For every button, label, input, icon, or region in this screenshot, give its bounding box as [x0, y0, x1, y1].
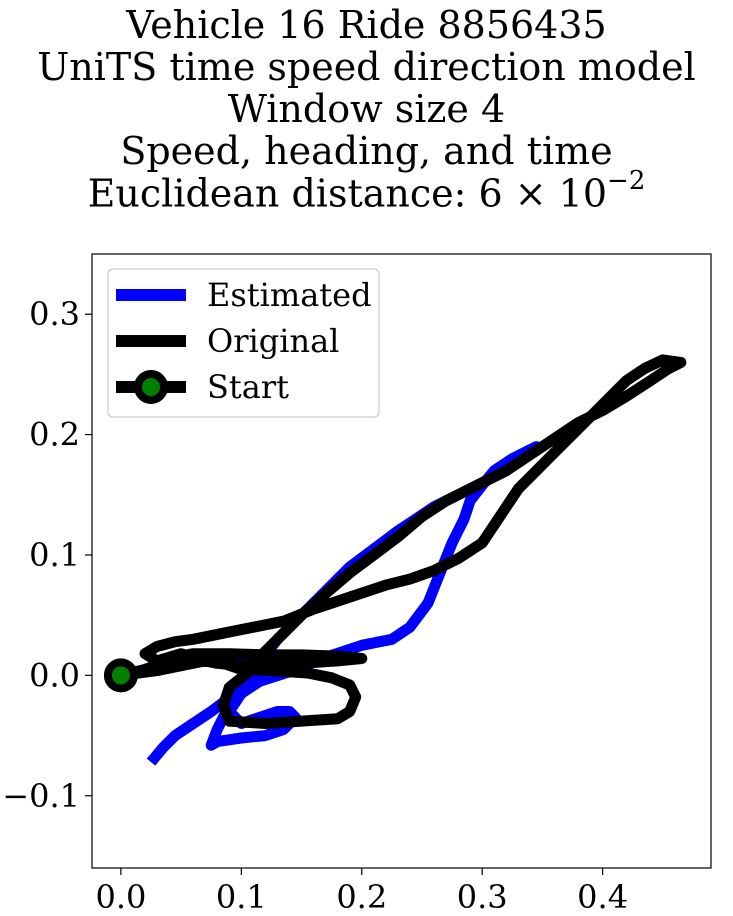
y-tick-label: 0.1 — [29, 536, 80, 574]
chart-title-line-5: Euclidean distance: 6 × 10−2 — [0, 168, 733, 216]
marker-layer — [103, 658, 138, 693]
x-axis-ticks: 0.0 0.1 0.2 0.3 0.4 — [95, 868, 628, 916]
legend-frame — [107, 268, 380, 418]
y-axis-ticks: −0.1 0.0 0.1 0.2 0.3 — [2, 295, 92, 815]
legend-start-label: Start — [207, 368, 289, 406]
x-tick-label: 0.4 — [577, 878, 628, 916]
chart-title-line-4: Speed, heading, and time — [120, 129, 613, 173]
legend-estimated-label: Estimated — [207, 276, 372, 314]
legend-start-marker — [134, 370, 168, 404]
euclidean-distance-exponent: −2 — [607, 166, 646, 196]
series-layer — [119, 354, 687, 766]
chart-title-line-1: Vehicle 16 Ride 8856435 — [126, 3, 607, 47]
chart-title-line-2: UniTS time speed direction model — [37, 45, 696, 89]
y-tick-label: −0.1 — [2, 777, 80, 815]
y-tick-label: 0.0 — [29, 656, 80, 694]
euclidean-distance-text: Euclidean distance: 6 × 10 — [87, 171, 608, 216]
x-tick-label: 0.1 — [216, 878, 267, 916]
chart-title-line-3: Window size 4 — [227, 87, 506, 131]
x-tick-label: 0.3 — [457, 878, 508, 916]
start-marker — [103, 658, 138, 693]
y-tick-label: 0.3 — [29, 295, 80, 333]
legend: Estimated Original Start — [107, 268, 380, 418]
legend-original-label: Original — [207, 322, 339, 360]
x-tick-label: 0.0 — [95, 878, 146, 916]
plot-frame — [91, 253, 712, 869]
y-tick-label: 0.2 — [29, 416, 80, 454]
x-tick-label: 0.2 — [336, 878, 387, 916]
series-line-original — [119, 354, 687, 729]
